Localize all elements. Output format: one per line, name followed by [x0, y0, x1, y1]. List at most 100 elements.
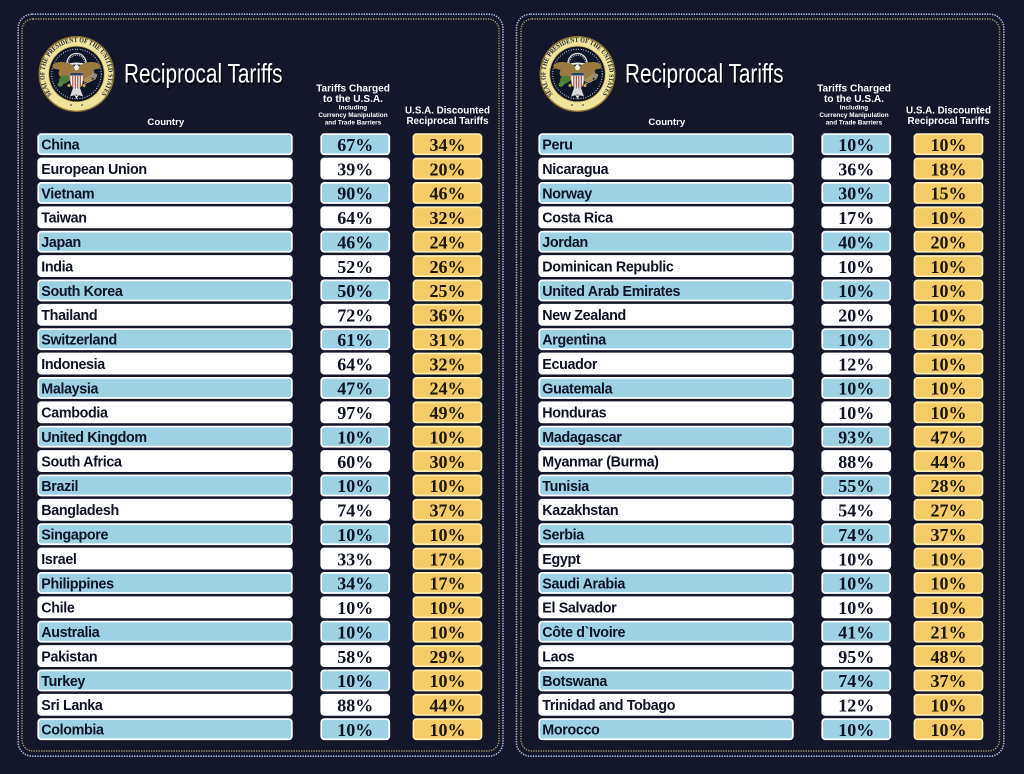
svg-text:10%: 10% — [429, 598, 465, 618]
svg-text:61%: 61% — [337, 330, 373, 350]
svg-text:10%: 10% — [930, 598, 966, 618]
svg-text:Tariffs Charged: Tariffs Charged — [316, 83, 390, 94]
svg-text:10%: 10% — [930, 208, 966, 228]
svg-text:Dominican Republic: Dominican Republic — [542, 259, 674, 275]
svg-text:Egypt: Egypt — [542, 552, 581, 568]
svg-text:Cambodia: Cambodia — [41, 406, 109, 422]
svg-text:Reciprocal Tariffs: Reciprocal Tariffs — [626, 61, 785, 91]
svg-text:Ecuador: Ecuador — [542, 357, 598, 373]
svg-text:Sri Lanka: Sri Lanka — [41, 698, 104, 714]
svg-text:Laos: Laos — [542, 649, 574, 665]
svg-text:52%: 52% — [337, 257, 373, 277]
svg-text:17%: 17% — [429, 574, 465, 594]
svg-text:17%: 17% — [838, 208, 874, 228]
svg-text:90%: 90% — [337, 184, 373, 204]
svg-text:64%: 64% — [337, 208, 373, 228]
svg-text:20%: 20% — [429, 159, 465, 179]
svg-text:Including: Including — [339, 104, 367, 111]
svg-text:93%: 93% — [838, 427, 874, 447]
svg-text:10%: 10% — [838, 574, 874, 594]
svg-text:South Africa: South Africa — [41, 454, 123, 470]
svg-text:10%: 10% — [930, 574, 966, 594]
svg-text:Tariffs Charged: Tariffs Charged — [817, 83, 891, 94]
svg-text:Colombia: Colombia — [41, 723, 105, 739]
svg-text:29%: 29% — [429, 647, 465, 667]
svg-text:44%: 44% — [930, 452, 966, 472]
svg-text:60%: 60% — [337, 452, 373, 472]
svg-text:10%: 10% — [838, 281, 874, 301]
svg-text:Thailand: Thailand — [41, 308, 97, 324]
svg-text:Turkey: Turkey — [41, 674, 85, 690]
svg-text:Brazil: Brazil — [41, 479, 78, 495]
svg-text:Philippines: Philippines — [41, 576, 114, 592]
svg-text:Peru: Peru — [542, 138, 572, 154]
svg-text:10%: 10% — [838, 403, 874, 423]
svg-text:55%: 55% — [838, 476, 874, 496]
svg-text:10%: 10% — [838, 720, 874, 740]
svg-text:10%: 10% — [337, 476, 373, 496]
svg-text:Reciprocal Tariffs: Reciprocal Tariffs — [406, 116, 489, 127]
svg-text:88%: 88% — [337, 696, 373, 716]
svg-text:10%: 10% — [337, 427, 373, 447]
svg-text:Costa Rica: Costa Rica — [542, 211, 614, 227]
svg-text:10%: 10% — [337, 622, 373, 642]
svg-text:10%: 10% — [930, 379, 966, 399]
svg-text:28%: 28% — [930, 476, 966, 496]
svg-text:44%: 44% — [429, 696, 465, 716]
svg-text:Bangladesh: Bangladesh — [41, 503, 119, 519]
svg-text:31%: 31% — [429, 330, 465, 350]
svg-text:10%: 10% — [337, 720, 373, 740]
svg-text:33%: 33% — [337, 549, 373, 569]
svg-text:10%: 10% — [838, 598, 874, 618]
svg-text:Tunisia: Tunisia — [542, 479, 590, 495]
svg-text:Madagascar: Madagascar — [542, 430, 622, 446]
svg-text:36%: 36% — [429, 306, 465, 326]
svg-text:39%: 39% — [337, 159, 373, 179]
svg-text:74%: 74% — [838, 525, 874, 545]
svg-text:Saudi Arabia: Saudi Arabia — [542, 576, 626, 592]
svg-text:37%: 37% — [429, 501, 465, 521]
svg-text:Currency Manipulation: Currency Manipulation — [819, 112, 888, 119]
svg-text:Singapore: Singapore — [41, 528, 108, 544]
svg-text:54%: 54% — [838, 501, 874, 521]
svg-text:18%: 18% — [930, 159, 966, 179]
svg-text:Japan: Japan — [41, 235, 81, 251]
svg-text:10%: 10% — [838, 330, 874, 350]
svg-text:10%: 10% — [930, 549, 966, 569]
svg-text:47%: 47% — [337, 379, 373, 399]
svg-text:Country: Country — [648, 117, 685, 128]
svg-text:10%: 10% — [838, 257, 874, 277]
svg-text:32%: 32% — [429, 354, 465, 374]
svg-text:10%: 10% — [930, 720, 966, 740]
svg-text:34%: 34% — [429, 135, 465, 155]
svg-text:Indonesia: Indonesia — [41, 357, 106, 373]
svg-text:67%: 67% — [337, 135, 373, 155]
svg-text:South Korea: South Korea — [41, 284, 124, 300]
svg-text:10%: 10% — [429, 427, 465, 447]
svg-text:26%: 26% — [429, 257, 465, 277]
svg-text:New Zealand: New Zealand — [542, 308, 626, 324]
svg-text:to the U.S.A.: to the U.S.A. — [824, 94, 884, 105]
svg-text:Reciprocal Tariffs: Reciprocal Tariffs — [625, 59, 784, 89]
svg-text:17%: 17% — [429, 549, 465, 569]
svg-text:46%: 46% — [337, 232, 373, 252]
svg-text:Kazakhstan: Kazakhstan — [542, 503, 618, 519]
svg-text:10%: 10% — [429, 525, 465, 545]
svg-text:88%: 88% — [838, 452, 874, 472]
svg-text:10%: 10% — [930, 354, 966, 374]
svg-text:50%: 50% — [337, 281, 373, 301]
svg-text:10%: 10% — [838, 135, 874, 155]
svg-text:95%: 95% — [838, 647, 874, 667]
svg-text:10%: 10% — [429, 671, 465, 691]
svg-text:15%: 15% — [930, 184, 966, 204]
svg-text:Jordan: Jordan — [542, 235, 588, 251]
svg-text:25%: 25% — [429, 281, 465, 301]
svg-text:U.S.A. Discounted: U.S.A. Discounted — [906, 105, 991, 116]
svg-text:30%: 30% — [838, 184, 874, 204]
svg-text:and Trade Barriers: and Trade Barriers — [325, 119, 382, 126]
svg-text:37%: 37% — [930, 671, 966, 691]
svg-text:to the U.S.A.: to the U.S.A. — [323, 94, 383, 105]
svg-text:10%: 10% — [930, 306, 966, 326]
svg-text:74%: 74% — [337, 501, 373, 521]
svg-text:97%: 97% — [337, 403, 373, 423]
